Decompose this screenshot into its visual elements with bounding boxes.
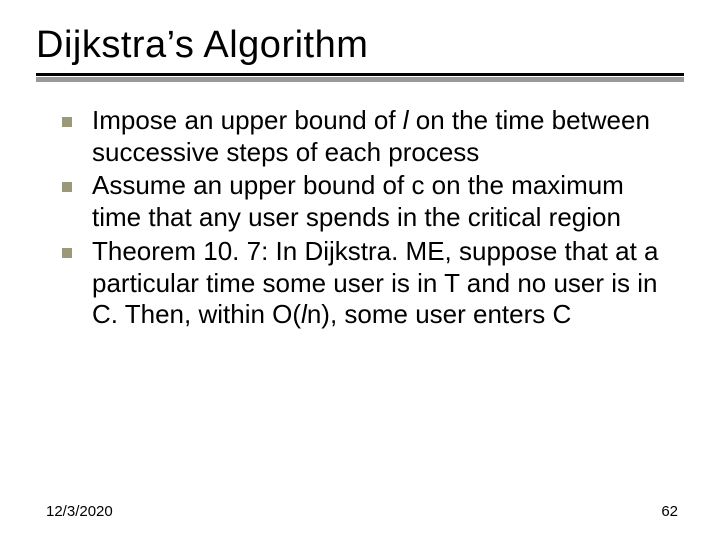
square-bullet-icon [62,117,72,127]
bullet-item: Assume an upper bound of c on the maximu… [92,170,676,233]
square-bullet-icon [62,182,72,192]
bullet-text-pre: Assume an upper bound of c on the maximu… [92,170,624,232]
footer-page-number: 62 [661,503,678,520]
slide: Dijkstra’s Algorithm Impose an upper bou… [0,0,720,540]
slide-footer: 12/3/2020 62 [0,503,720,520]
title-underline [36,69,684,83]
slide-title: Dijkstra’s Algorithm [36,24,684,67]
bullet-item: Theorem 10. 7: In Dijkstra. ME, suppose … [92,236,676,331]
underline-shadow [36,77,684,82]
bullet-item: Impose an upper bound of l on the time b… [92,105,676,168]
slide-content: Impose an upper bound of l on the time b… [36,105,684,331]
square-bullet-icon [62,248,72,258]
footer-date: 12/3/2020 [46,503,113,520]
bullet-text-post: n), some user enters C [307,299,571,329]
underline-main [36,73,684,76]
bullet-text-pre: Impose an upper bound of [92,105,403,135]
